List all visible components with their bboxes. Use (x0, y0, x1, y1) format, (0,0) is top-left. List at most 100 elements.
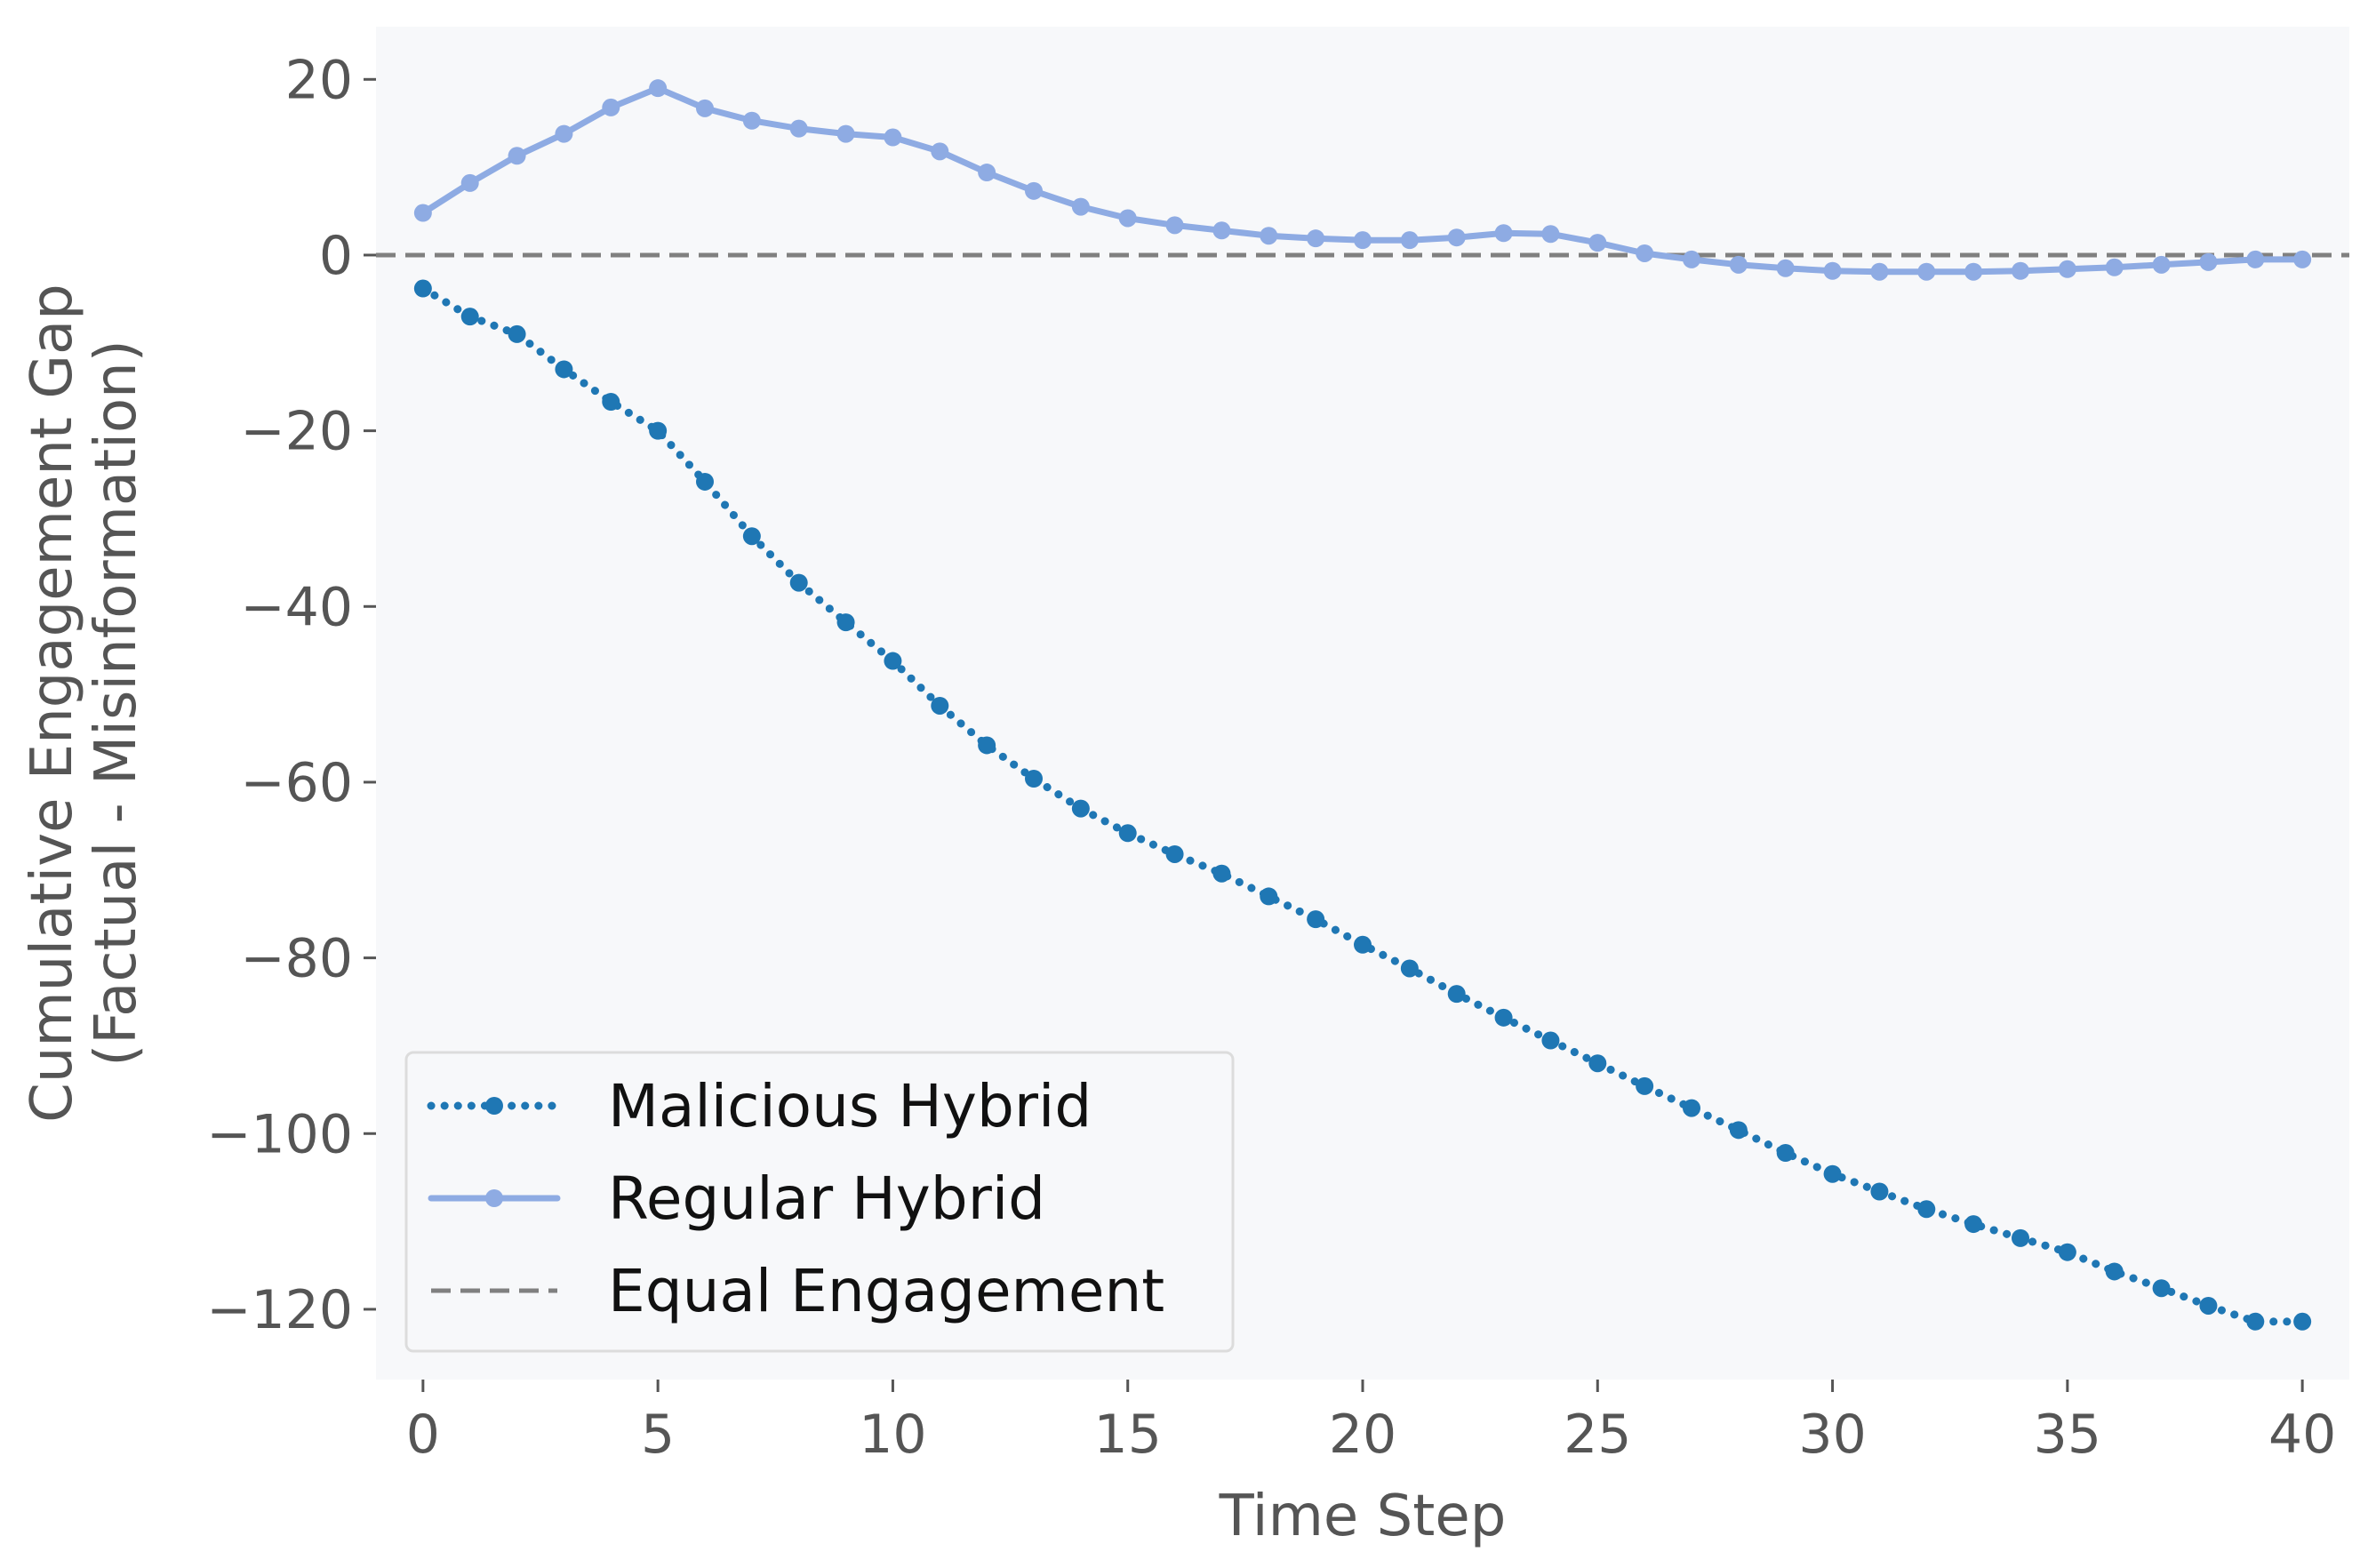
y-tick-label: −40 (240, 576, 353, 638)
legend-label-regular-hybrid: Regular Hybrid (608, 1164, 1045, 1233)
data-point-regular-hybrid (2293, 250, 2312, 268)
data-point-malicious-hybrid (1917, 1200, 1936, 1219)
data-point-malicious-hybrid (931, 696, 949, 715)
x-tick-label: 5 (641, 1404, 675, 1466)
data-point-malicious-hybrid (413, 279, 432, 298)
data-point-malicious-hybrid (1588, 1054, 1607, 1073)
data-point-regular-hybrid (1494, 224, 1513, 243)
data-point-regular-hybrid (1212, 221, 1231, 240)
data-point-malicious-hybrid (2105, 1262, 2124, 1281)
data-point-regular-hybrid (1776, 259, 1795, 277)
data-point-regular-hybrid (1071, 197, 1090, 216)
data-point-regular-hybrid (1588, 234, 1607, 252)
y-tick-label: −20 (240, 401, 353, 463)
y-tick-label: −80 (240, 928, 353, 990)
y-tick-label: −120 (206, 1279, 353, 1341)
data-point-regular-hybrid (1165, 216, 1184, 235)
data-point-regular-hybrid (978, 164, 996, 182)
data-point-regular-hybrid (2246, 250, 2265, 268)
data-point-regular-hybrid (1400, 231, 1419, 250)
data-point-malicious-hybrid (1964, 1215, 1983, 1234)
data-point-regular-hybrid (1964, 262, 1983, 281)
data-point-malicious-hybrid (1823, 1164, 1842, 1183)
data-point-malicious-hybrid (555, 360, 573, 379)
data-point-malicious-hybrid (508, 324, 526, 343)
legend-label-equal-engagement: Equal Engagement (608, 1257, 1164, 1325)
data-point-regular-hybrid (696, 99, 714, 117)
x-tick-label: 25 (1564, 1404, 1631, 1466)
data-point-regular-hybrid (2199, 252, 2218, 271)
data-point-malicious-hybrid (2246, 1312, 2265, 1331)
data-point-malicious-hybrid (1354, 935, 1372, 954)
y-tick-label: −100 (206, 1103, 353, 1165)
data-point-regular-hybrid (884, 128, 902, 147)
data-point-regular-hybrid (2012, 261, 2029, 280)
data-point-regular-hybrid (649, 79, 668, 98)
legend-box (404, 1051, 1235, 1353)
data-point-malicious-hybrid (1776, 1144, 1795, 1163)
y-tick-label: −60 (240, 752, 353, 814)
legend-marker-regular-hybrid (485, 1189, 503, 1207)
data-point-regular-hybrid (1260, 227, 1278, 245)
data-point-regular-hybrid (742, 111, 761, 130)
data-point-malicious-hybrid (649, 421, 668, 440)
data-point-regular-hybrid (836, 124, 855, 143)
x-tick-label: 35 (2034, 1404, 2101, 1466)
x-tick-label: 0 (406, 1404, 440, 1466)
data-point-regular-hybrid (1354, 231, 1372, 250)
data-point-regular-hybrid (1870, 262, 1889, 281)
data-point-malicious-hybrid (1260, 887, 1278, 906)
data-point-regular-hybrid (1025, 181, 1043, 200)
data-point-malicious-hybrid (1447, 985, 1466, 1004)
data-point-malicious-hybrid (1870, 1182, 1889, 1201)
data-point-regular-hybrid (1917, 262, 1936, 281)
data-point-regular-hybrid (555, 124, 573, 143)
data-point-regular-hybrid (1541, 225, 1560, 244)
y-axis-label-line2: (Factual - Misinformation) (84, 340, 149, 1066)
data-point-malicious-hybrid (1729, 1121, 1748, 1140)
data-point-malicious-hybrid (978, 736, 996, 755)
data-point-regular-hybrid (789, 119, 808, 138)
data-point-malicious-hybrid (1071, 799, 1090, 818)
data-point-regular-hybrid (2152, 255, 2171, 274)
legend-label-malicious-hybrid: Malicious Hybrid (608, 1072, 1092, 1140)
x-tick-label: 30 (1798, 1404, 1866, 1466)
data-point-regular-hybrid (1729, 255, 1748, 274)
x-tick-label: 40 (2268, 1404, 2336, 1466)
legend: Malicious Hybrid Regular Hybrid Equal Enga… (404, 1051, 1235, 1353)
x-tick-label: 15 (1094, 1404, 1162, 1466)
data-point-regular-hybrid (1636, 244, 1654, 262)
data-point-regular-hybrid (931, 142, 949, 161)
data-point-malicious-hybrid (696, 472, 714, 491)
x-tick-label: 10 (859, 1404, 926, 1466)
data-point-malicious-hybrid (742, 527, 761, 546)
data-point-regular-hybrid (1447, 228, 1466, 247)
data-point-malicious-hybrid (1118, 824, 1137, 843)
data-point-malicious-hybrid (884, 652, 902, 670)
data-point-regular-hybrid (1823, 261, 1842, 280)
data-point-malicious-hybrid (789, 573, 808, 592)
legend-marker-malicious-hybrid (485, 1097, 503, 1115)
data-point-malicious-hybrid (1636, 1076, 1654, 1095)
data-point-malicious-hybrid (460, 308, 479, 326)
data-point-malicious-hybrid (2058, 1243, 2076, 1261)
data-point-malicious-hybrid (2293, 1312, 2312, 1331)
data-point-malicious-hybrid (1541, 1031, 1560, 1050)
data-point-regular-hybrid (508, 147, 526, 165)
data-point-malicious-hybrid (1212, 864, 1231, 883)
data-point-regular-hybrid (2105, 258, 2124, 276)
data-point-regular-hybrid (602, 98, 620, 116)
data-point-malicious-hybrid (1165, 844, 1184, 863)
y-axis-label-line1: Cumulative Engagement Gap (20, 284, 85, 1123)
y-tick-label: 0 (319, 225, 353, 287)
series-line-malicious-hybrid (419, 284, 2307, 1326)
data-point-malicious-hybrid (2152, 1279, 2171, 1298)
data-point-malicious-hybrid (2012, 1228, 2029, 1247)
y-tick-label: 20 (285, 49, 353, 111)
data-point-malicious-hybrid (1400, 959, 1419, 978)
data-point-regular-hybrid (1307, 229, 1325, 248)
data-point-malicious-hybrid (836, 613, 855, 632)
data-point-regular-hybrid (1118, 209, 1137, 228)
data-point-regular-hybrid (2058, 260, 2076, 278)
